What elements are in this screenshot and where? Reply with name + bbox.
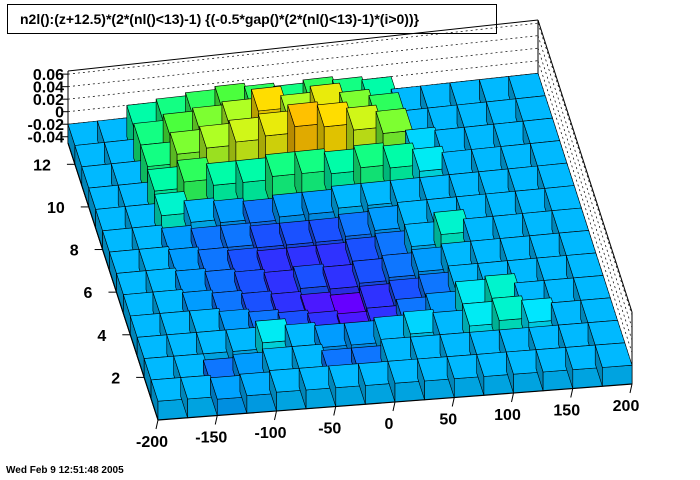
lego-bar <box>239 371 277 414</box>
lego-bar <box>535 347 574 392</box>
z-tick-label: 0.04 <box>33 80 64 97</box>
lego-bar <box>180 374 218 419</box>
z-tick-label: -0.02 <box>28 117 65 134</box>
lego-bar <box>298 365 337 410</box>
x-tick-label: 100 <box>494 407 521 424</box>
lego-bar <box>594 342 633 387</box>
lego-bar <box>565 344 603 389</box>
lego-bar-top <box>402 309 441 335</box>
lego-bar-top <box>491 295 530 321</box>
lego-bar-top <box>154 191 192 216</box>
lego-bar-top <box>433 209 471 235</box>
x-tick-label: -100 <box>254 425 286 442</box>
lego-bar <box>352 258 390 293</box>
x-tick-mark <box>333 406 337 416</box>
lego-bar-top <box>293 263 331 289</box>
x-tick-mark <box>274 410 277 421</box>
z-tick-label: 0.06 <box>33 67 64 84</box>
x-tick-mark <box>451 397 455 407</box>
y-tick-label: 4 <box>97 328 106 345</box>
chart-title: n2l():(z+12.5)*(2*(nl()<13)-1) {(-0.5*ga… <box>7 4 497 34</box>
x-tick-mark <box>392 401 396 412</box>
x-tick-label: -150 <box>195 430 227 447</box>
z-tick-label: 0.02 <box>33 92 64 109</box>
lego-bar <box>446 354 485 398</box>
lego-bar-top <box>412 145 450 172</box>
y-tick-label: 8 <box>70 243 79 260</box>
z-tick-label: -0.04 <box>28 130 65 147</box>
z-tick-label: 0 <box>55 105 64 122</box>
lego-bar-top <box>294 148 332 174</box>
lego-bar <box>293 263 331 299</box>
x-tick-label: 200 <box>613 398 640 415</box>
lego-bar-top <box>353 142 391 168</box>
y-tick-label: 2 <box>111 370 120 387</box>
lego-bar-top <box>213 197 251 223</box>
y-tick-label: 12 <box>33 157 51 174</box>
plot-axes: -200 -150 -100 -50 0 50 100 150 200 2 4 6 8 10 12 -0.04… <box>28 67 640 451</box>
x-tick-label: -200 <box>136 434 168 451</box>
y-tick-label: 10 <box>47 200 65 217</box>
lego-bar-front-face <box>602 364 633 387</box>
lego-bar-top <box>183 197 221 223</box>
lego-bar <box>417 356 455 401</box>
x-tick-mark <box>570 388 574 398</box>
x-tick-mark <box>214 415 218 425</box>
lego-bar-top <box>594 342 633 368</box>
lego-bar-top <box>220 222 258 248</box>
lego-bar-top <box>316 101 355 128</box>
lego-bar-top <box>287 101 325 127</box>
lego-bar-top <box>382 142 421 169</box>
lego-bar-top <box>375 108 413 134</box>
lego-bars <box>67 72 633 421</box>
y-tick-label: 6 <box>84 285 93 302</box>
x-tick-label: -50 <box>318 421 341 438</box>
lego-bar-top <box>251 85 289 112</box>
y-axis-line <box>67 142 159 421</box>
x-tick-label: 50 <box>439 412 457 429</box>
lego-bar <box>387 358 425 403</box>
x-tick-mark <box>511 392 514 403</box>
lego-bar-top <box>176 157 214 183</box>
x-tick-mark <box>629 383 633 394</box>
lego-bar-top <box>180 374 218 400</box>
x-tick-label: 150 <box>553 403 580 420</box>
lego-bar <box>269 367 307 412</box>
lego-bar <box>505 349 544 394</box>
x-tick-mark <box>155 419 159 430</box>
timestamp: Wed Feb 9 12:51:48 2005 <box>6 465 124 476</box>
lego-bar-top <box>255 318 293 344</box>
x-tick-label: 0 <box>385 416 394 433</box>
lego-bar-top <box>521 297 559 323</box>
lego-bar-top <box>346 104 384 131</box>
